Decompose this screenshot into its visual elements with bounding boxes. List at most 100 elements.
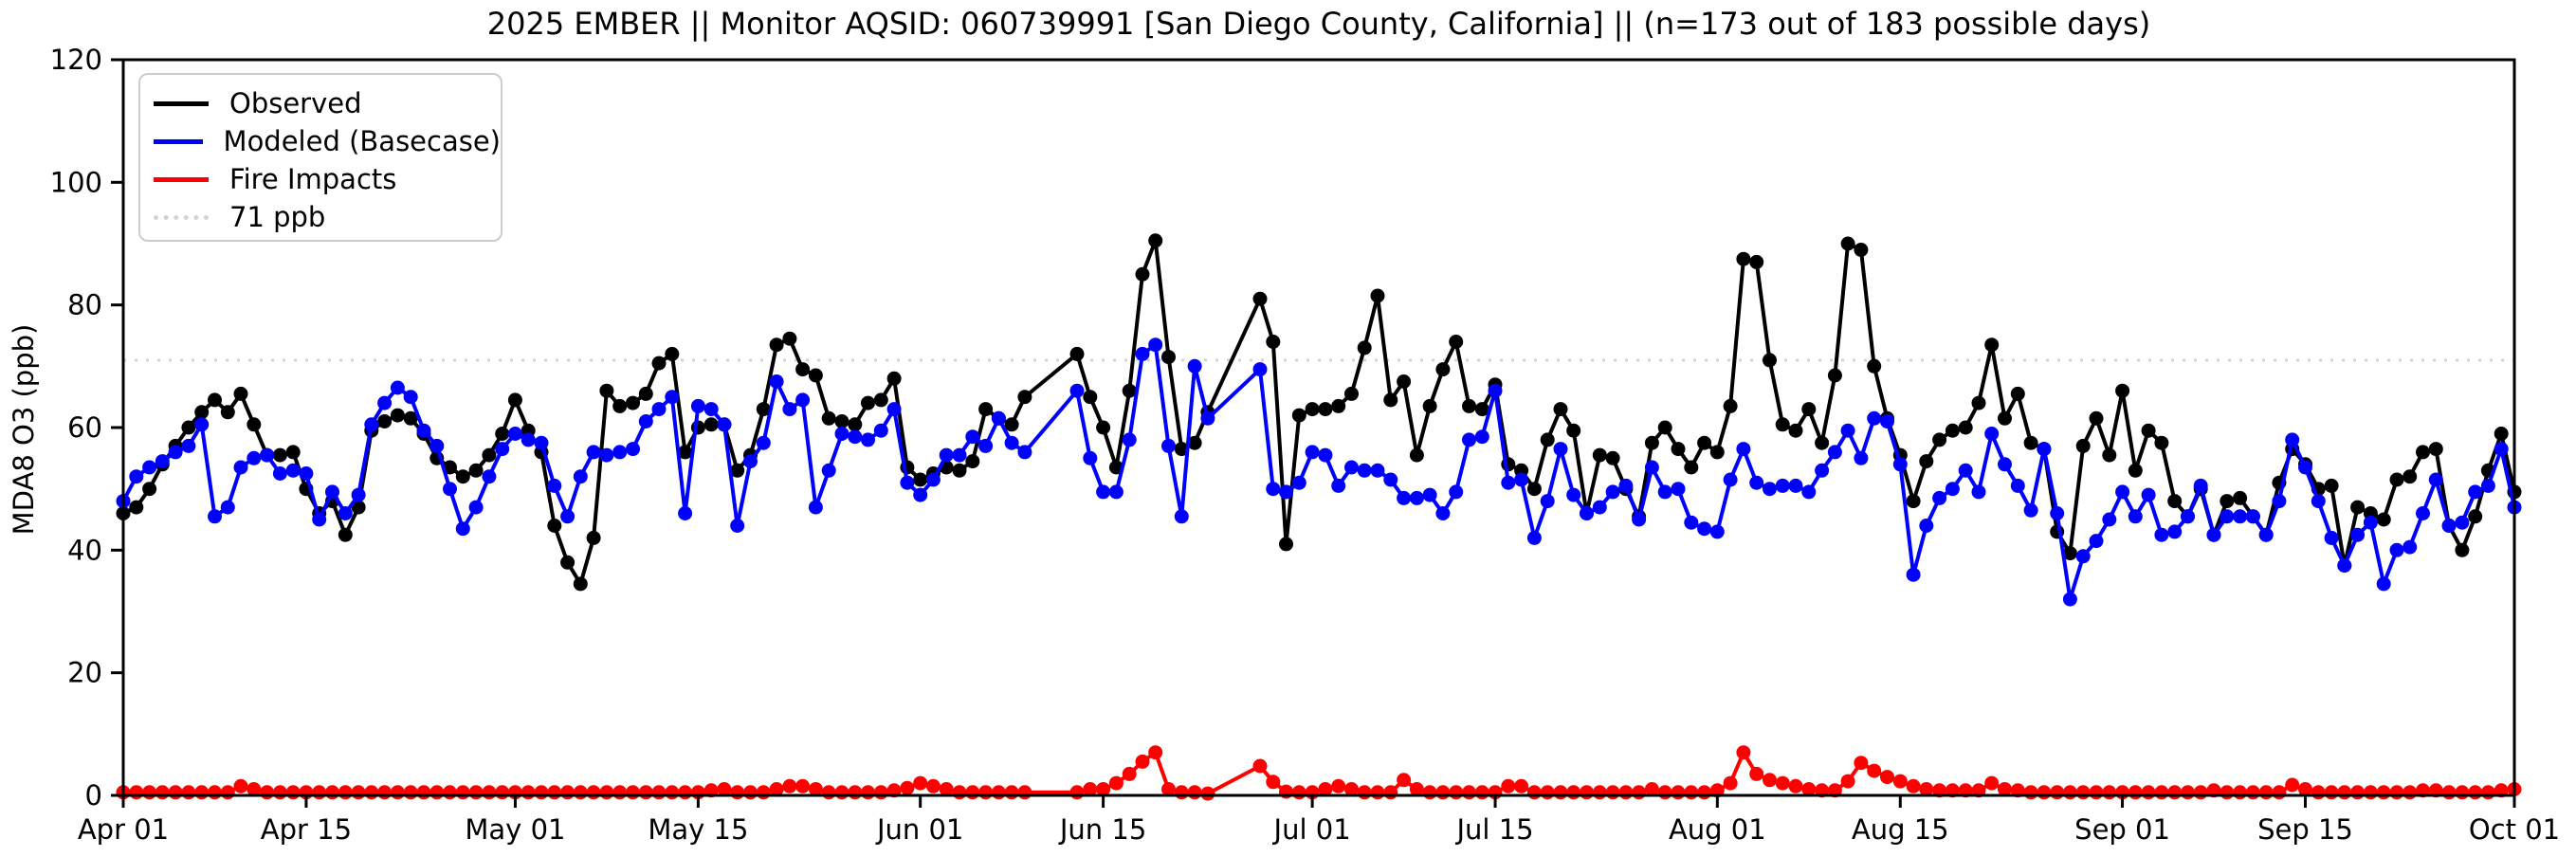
fire-impacts-marker <box>626 785 640 800</box>
observed-marker <box>1083 390 1098 405</box>
modeled-basecase-marker <box>1409 490 1424 505</box>
modeled-basecase-marker <box>2037 442 2052 457</box>
ref-line-sample <box>154 214 209 220</box>
fire-impacts-marker <box>821 785 836 800</box>
fire-impacts-marker <box>194 785 210 800</box>
page-title: 2025 EMBER || Monitor AQSID: 060739991 [… <box>486 6 2151 42</box>
fire-impacts-marker <box>1252 758 1268 774</box>
modeled-basecase-marker <box>1801 484 1817 500</box>
fire-impacts-marker <box>1383 785 1398 800</box>
modeled-basecase-marker <box>233 460 248 475</box>
modeled-basecase-marker <box>351 487 366 502</box>
observed-marker <box>978 402 994 417</box>
y-axis-label: MDA8 O3 (ppb) <box>8 323 40 536</box>
fire-impacts-marker <box>900 780 915 795</box>
fire-impacts-marker <box>978 785 994 800</box>
fire-impacts-marker <box>1763 773 1777 788</box>
observed-marker <box>1266 335 1281 349</box>
modeled-basecase-marker <box>1135 346 1150 361</box>
fire-impacts-marker <box>2285 777 2300 793</box>
observed-marker <box>1592 447 1607 463</box>
fire-impacts-marker <box>2441 785 2457 800</box>
modeled-basecase-marker <box>1004 435 1019 450</box>
modeled-basecase-marker <box>2167 524 2183 539</box>
fire-impacts-marker <box>782 778 797 793</box>
modeled-basecase-marker <box>247 450 262 465</box>
observed-marker <box>1397 374 1412 389</box>
x-tick-label: Jul 01 <box>1272 813 1351 846</box>
modeled-basecase-marker <box>1422 487 1437 502</box>
modeled-basecase-marker <box>2206 527 2221 542</box>
fire-impacts-marker <box>403 785 418 800</box>
fire-impacts-marker <box>1892 774 1908 789</box>
fire-impacts-marker <box>2363 785 2378 800</box>
fire-impacts-marker <box>913 775 928 791</box>
modeled-basecase-marker <box>2220 509 2235 524</box>
observed-marker <box>1998 410 2012 426</box>
fire-impacts-marker <box>2154 785 2169 800</box>
observed-marker <box>2468 509 2483 524</box>
fire-impacts-marker <box>873 785 888 800</box>
observed-marker <box>2102 447 2117 463</box>
modeled-basecase-marker <box>1488 383 1503 398</box>
observed-marker <box>861 395 875 410</box>
fire-impacts-marker <box>1867 763 1882 778</box>
fire-impacts-marker <box>1697 785 1712 800</box>
modeled-basecase-marker <box>1632 512 1647 527</box>
observed-marker <box>730 463 745 478</box>
fire-impacts-marker <box>390 785 405 800</box>
observed-marker <box>821 410 836 426</box>
x-tick-label: Jun 01 <box>875 813 963 846</box>
fire-impacts-marker <box>181 785 196 800</box>
fire-impacts-marker <box>1096 782 1111 796</box>
y-tick-label: 100 <box>50 166 102 198</box>
fire-impacts-marker <box>1580 785 1594 800</box>
modeled-basecase-marker <box>925 472 941 487</box>
modeled-basecase-marker <box>2285 432 2300 447</box>
observed-marker <box>142 482 157 497</box>
fire-impacts-marker <box>220 785 235 800</box>
observed-marker <box>2402 469 2418 484</box>
observed-marker <box>482 447 497 463</box>
fire-impacts-marker <box>1174 785 1189 800</box>
modeled-basecase-marker <box>795 392 811 408</box>
modeled-basecase-marker <box>2245 509 2260 524</box>
observed-marker <box>848 417 863 432</box>
fire-impacts-marker <box>1723 775 1738 791</box>
legend: Observed Modeled (Basecase) Fire Impacts… <box>138 73 502 242</box>
fire-impacts-marker <box>756 785 771 800</box>
fire-impacts-marker <box>1854 756 1869 771</box>
fire-impacts-marker <box>965 785 980 800</box>
modeled-basecase-marker <box>416 423 431 438</box>
observed-marker <box>1971 395 1986 410</box>
modeled-basecase-marker <box>2062 592 2077 607</box>
observed-marker <box>2416 445 2430 460</box>
observed-marker <box>913 472 928 487</box>
fire-impacts-marker <box>861 785 875 800</box>
modeled-basecase-marker <box>703 402 719 417</box>
modeled-basecase-marker <box>1958 463 1973 478</box>
modeled-basecase-marker <box>1566 487 1581 502</box>
legend-label-modeled: Modeled (Basecase) <box>223 125 501 157</box>
fire-impacts-marker <box>1017 785 1032 800</box>
observed-marker <box>2389 472 2404 487</box>
observed-marker <box>403 410 418 426</box>
fire-impacts-marker <box>2245 785 2260 800</box>
modeled-basecase-marker <box>482 469 497 484</box>
observed-marker <box>1383 392 1398 408</box>
modeled-basecase-marker <box>939 447 954 463</box>
observed-marker <box>338 527 353 542</box>
fire-impacts-marker <box>665 785 680 800</box>
observed-marker <box>756 402 771 417</box>
fire-impacts-marker <box>2233 785 2248 800</box>
fire-impacts-marker <box>1122 766 1137 781</box>
fire-impacts-marker <box>521 785 536 800</box>
fire-impacts-marker <box>534 785 549 800</box>
fire-impacts-marker <box>2128 785 2143 800</box>
x-tick-label: May 01 <box>465 813 565 846</box>
observed-marker <box>1697 435 1712 450</box>
fire-impacts-marker <box>1291 785 1306 800</box>
modeled-basecase-marker <box>651 402 667 417</box>
observed-marker <box>795 362 811 377</box>
observed-marker <box>247 417 262 432</box>
